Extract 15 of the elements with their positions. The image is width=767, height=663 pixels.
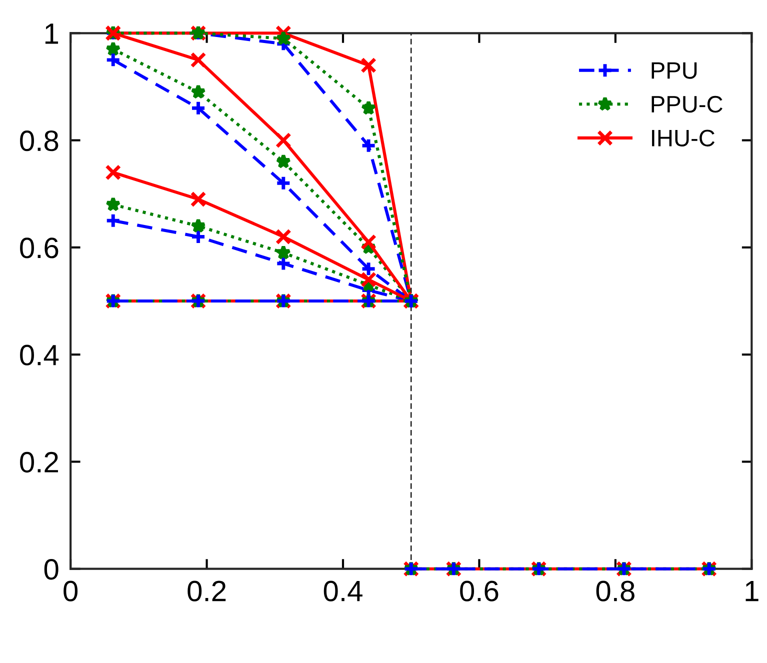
y-tick-label: 0.6: [20, 238, 58, 258]
legend-label: PPU-C: [652, 96, 722, 113]
y-tick-label: 0.4: [20, 344, 59, 366]
x-tick-label: 1: [746, 581, 758, 602]
y-tick-label: 0.2: [20, 452, 58, 473]
x-tick-label: 0.2: [188, 580, 226, 602]
y-tick-label: 0: [44, 559, 58, 580]
x-tick-label: 0.6: [460, 580, 498, 602]
y-tick-label: 0.8: [20, 130, 58, 152]
legend-label: IHU-C: [652, 130, 715, 146]
x-tick-label: 0.8: [596, 580, 634, 602]
x-tick-label: 0: [64, 580, 78, 602]
y-tick-label: 1: [45, 24, 58, 44]
x-tick-label: 0.4: [324, 580, 362, 602]
legend-label: PPU: [652, 62, 697, 79]
